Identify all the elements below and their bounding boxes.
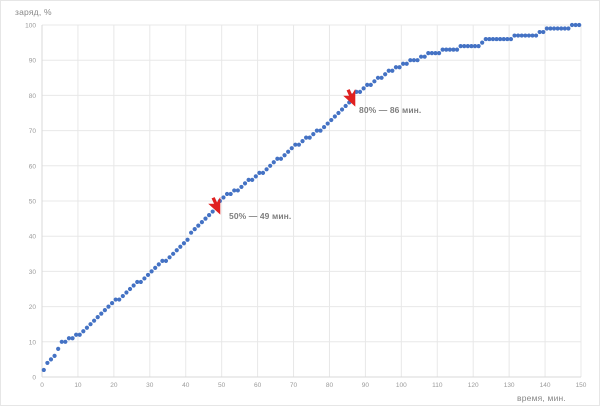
svg-text:80: 80 [326,382,334,389]
svg-text:30: 30 [29,269,37,276]
svg-text:60: 60 [29,163,37,170]
svg-text:90: 90 [362,382,370,389]
svg-text:10: 10 [29,339,37,346]
cursor-arrow-icon-80-percent [343,89,356,107]
svg-text:100: 100 [396,382,407,389]
annotation-label-50-percent: 50% — 49 мин. [229,211,292,221]
svg-text:70: 70 [290,382,298,389]
svg-text:0: 0 [40,382,44,389]
svg-text:100: 100 [25,23,36,30]
svg-text:40: 40 [182,382,190,389]
svg-text:70: 70 [29,128,37,135]
svg-text:50: 50 [29,199,37,206]
cursor-arrow-icon-50-percent [208,197,221,215]
svg-text:40: 40 [29,234,37,241]
y-axis-title: заряд, % [15,7,52,17]
x-axis-title: время, мин. [517,393,566,403]
svg-text:120: 120 [468,382,479,389]
svg-text:50: 50 [218,382,226,389]
svg-text:20: 20 [110,382,118,389]
svg-text:90: 90 [29,58,37,65]
svg-text:60: 60 [254,382,262,389]
y-axis-tick-labels: 0 10 20 30 40 50 60 70 80 90 100 [25,23,36,382]
data-points [41,22,582,373]
svg-text:0: 0 [32,375,36,382]
gridlines [41,24,582,378]
svg-text:130: 130 [504,382,515,389]
svg-text:30: 30 [146,382,154,389]
svg-text:110: 110 [432,382,443,389]
svg-text:150: 150 [576,382,587,389]
svg-text:20: 20 [29,304,37,311]
x-axis-tick-labels: 0 10 20 30 40 50 60 70 80 90 100 110 120 130 140 150 [40,382,587,389]
svg-text:80: 80 [29,93,37,100]
svg-text:10: 10 [74,382,82,389]
annotation-label-80-percent: 80% — 86 мин. [359,105,422,115]
svg-text:140: 140 [540,382,551,389]
